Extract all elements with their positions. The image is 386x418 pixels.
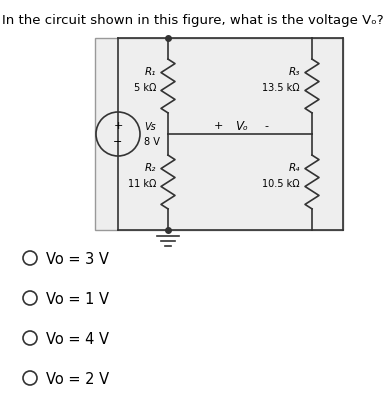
Text: R₂: R₂ <box>145 163 156 173</box>
Text: In the circuit shown in this figure, what is the voltage Vₒ?: In the circuit shown in this figure, wha… <box>2 14 384 27</box>
Text: 11 kΩ: 11 kΩ <box>128 179 156 189</box>
Text: 10.5 kΩ: 10.5 kΩ <box>262 179 300 189</box>
Text: +: + <box>213 121 223 131</box>
Text: −: − <box>113 137 123 147</box>
Text: Vo = 4 V: Vo = 4 V <box>46 331 109 347</box>
Text: Vₒ: Vₒ <box>235 120 249 133</box>
Text: 8 V: 8 V <box>144 137 160 147</box>
Text: +: + <box>113 121 123 131</box>
Text: Vo = 3 V: Vo = 3 V <box>46 252 109 267</box>
Text: 5 kΩ: 5 kΩ <box>134 83 156 93</box>
Text: 13.5 kΩ: 13.5 kΩ <box>262 83 300 93</box>
FancyBboxPatch shape <box>95 38 343 230</box>
Text: Vo = 1 V: Vo = 1 V <box>46 291 109 306</box>
Text: R₁: R₁ <box>145 67 156 77</box>
Text: R₃: R₃ <box>289 67 300 77</box>
Text: Vo = 2 V: Vo = 2 V <box>46 372 109 387</box>
Text: -: - <box>264 121 268 131</box>
Text: Vs: Vs <box>144 122 156 132</box>
Text: R₄: R₄ <box>289 163 300 173</box>
